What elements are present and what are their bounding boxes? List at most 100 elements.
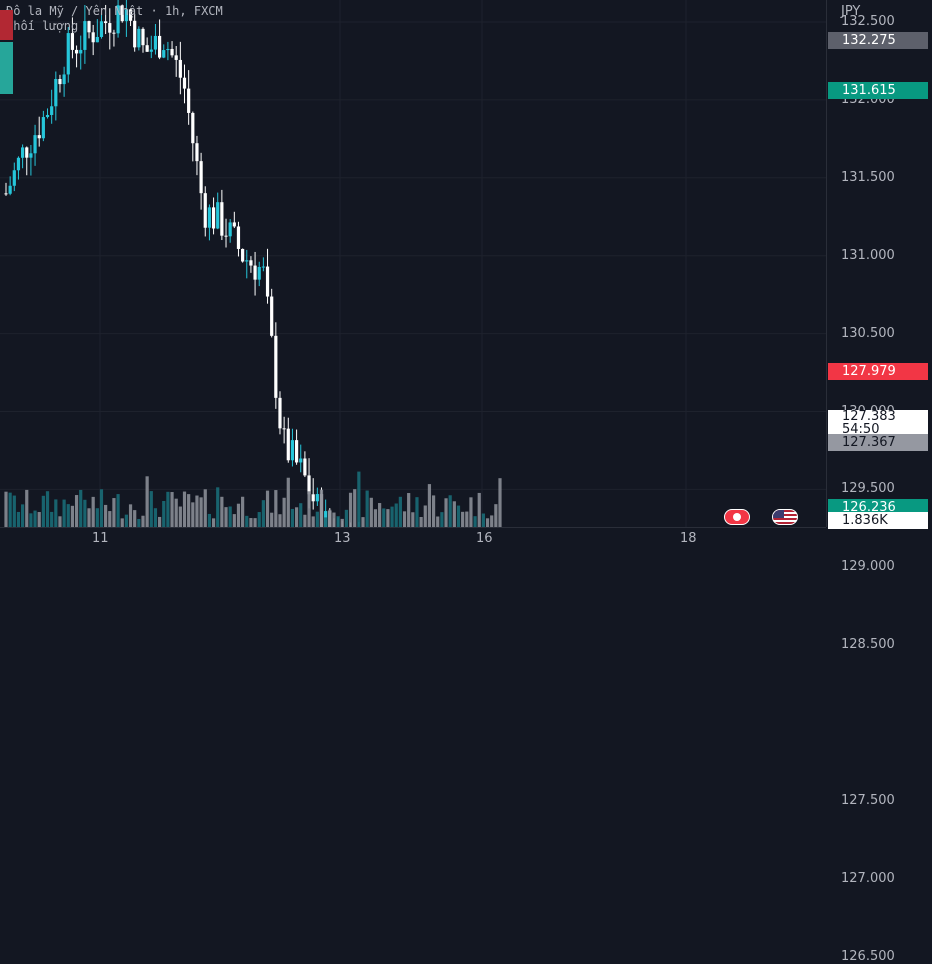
candle-body bbox=[133, 20, 137, 48]
us-flag-icon[interactable] bbox=[772, 509, 798, 525]
volume-bar bbox=[29, 513, 33, 527]
candle-body bbox=[54, 79, 58, 107]
price-chart[interactable]: Đô la Mỹ / Yên Nhật · 1h, FXCM Khối lượn… bbox=[0, 0, 826, 964]
volume-bar bbox=[407, 493, 411, 527]
volume-bar bbox=[50, 511, 54, 527]
volume-bar bbox=[411, 512, 415, 527]
candle-body bbox=[170, 48, 174, 56]
volume-bar bbox=[74, 495, 79, 527]
candle-body bbox=[141, 28, 145, 46]
volume-bar bbox=[324, 517, 328, 527]
candle-body bbox=[257, 266, 261, 280]
volume-bar bbox=[419, 516, 423, 527]
candle-body bbox=[120, 5, 124, 22]
volume-bar bbox=[357, 471, 361, 527]
candlestick-chart[interactable] bbox=[0, 0, 826, 964]
volume-bar bbox=[120, 518, 124, 527]
price-tick-label: 128.500 bbox=[841, 637, 895, 653]
candle-body bbox=[66, 33, 70, 75]
volume-bar bbox=[299, 503, 303, 527]
symbol-title[interactable]: Đô la Mỹ / Yên Nhật · 1h, FXCM bbox=[6, 4, 223, 18]
record-icon[interactable] bbox=[724, 509, 750, 525]
volume-bar bbox=[311, 516, 315, 527]
volume-bar bbox=[241, 496, 245, 527]
volume-bar bbox=[66, 504, 70, 527]
legend-red-swatch bbox=[0, 10, 13, 40]
volume-bar bbox=[137, 518, 141, 527]
candle-body bbox=[116, 5, 120, 34]
volume-bar bbox=[332, 512, 336, 527]
volume-bar bbox=[373, 509, 378, 527]
volume-bar bbox=[473, 516, 477, 527]
volume-bar bbox=[353, 489, 357, 527]
candle-body bbox=[216, 202, 220, 229]
candle-body bbox=[153, 35, 158, 50]
volume-bar bbox=[336, 516, 340, 527]
candle-body bbox=[178, 59, 182, 78]
current-price-value: 127.383 bbox=[842, 409, 896, 424]
price-tick-label: 131.500 bbox=[841, 169, 895, 185]
volume-bar bbox=[378, 503, 382, 527]
volume-bar bbox=[369, 497, 373, 527]
volume-bar bbox=[195, 495, 199, 527]
volume-bar bbox=[157, 516, 162, 527]
candle-body bbox=[25, 147, 29, 158]
volume-bar bbox=[465, 511, 469, 527]
volume-bar bbox=[21, 504, 25, 527]
volume-bar bbox=[70, 505, 75, 527]
candle-body bbox=[166, 48, 170, 51]
bar-countdown: 54:50 bbox=[842, 422, 880, 437]
candle-body bbox=[37, 135, 41, 139]
candle-body bbox=[21, 147, 25, 158]
candle-body bbox=[236, 226, 241, 249]
volume-bar bbox=[340, 518, 344, 527]
volume-bar bbox=[245, 515, 249, 527]
volume-bar bbox=[448, 495, 452, 527]
volume-bar bbox=[286, 477, 290, 527]
time-axis[interactable]: 11 13 16 18 bbox=[0, 527, 826, 550]
volume-bar bbox=[261, 500, 265, 527]
candle-body bbox=[245, 260, 249, 262]
candle-body bbox=[224, 235, 228, 237]
volume-bar bbox=[436, 516, 440, 527]
volume-bar bbox=[236, 503, 241, 527]
price-axis[interactable]: JPY 132.500 132.000 131.500 131.000 130.500 1… bbox=[826, 0, 932, 964]
volume-bar bbox=[253, 518, 257, 527]
candle-body bbox=[91, 32, 95, 43]
volume-bar bbox=[390, 506, 394, 527]
volume-bar bbox=[187, 494, 191, 527]
volume-bar bbox=[87, 508, 91, 527]
volume-bar bbox=[133, 510, 137, 527]
candle-body bbox=[33, 135, 37, 154]
candle-body bbox=[261, 266, 265, 268]
volume-bar bbox=[141, 515, 145, 527]
volume-bar bbox=[452, 501, 456, 527]
candle-body bbox=[83, 21, 87, 50]
volume-bar bbox=[112, 498, 116, 527]
volume-bar bbox=[344, 509, 349, 527]
volume-bar bbox=[199, 497, 203, 527]
volume-bar bbox=[440, 512, 444, 527]
volume-bar bbox=[427, 484, 432, 527]
candle-body bbox=[282, 428, 286, 430]
volume-bar bbox=[224, 507, 228, 527]
volume-bar bbox=[328, 509, 332, 527]
volume-bar bbox=[315, 511, 319, 527]
candle-body bbox=[87, 21, 91, 33]
high-price-tag: 132.275 bbox=[828, 32, 928, 49]
volume-indicator-label[interactable]: Khối lượng bbox=[6, 19, 79, 33]
volume-bar bbox=[257, 512, 261, 527]
candle-body bbox=[265, 266, 270, 297]
candle-body bbox=[199, 161, 203, 194]
volume-bar bbox=[83, 499, 87, 527]
candle-body bbox=[253, 265, 257, 280]
volume-bar bbox=[203, 489, 207, 527]
price-tick-label: 129.000 bbox=[841, 559, 895, 575]
volume-bar bbox=[398, 496, 402, 527]
candle-body bbox=[70, 33, 75, 50]
candle-body bbox=[62, 74, 66, 85]
candle-body bbox=[228, 222, 232, 237]
volume-bar bbox=[58, 516, 62, 527]
current-price-tag: 127.383 54:50 bbox=[828, 410, 928, 436]
time-label-16: 16 bbox=[476, 531, 493, 546]
